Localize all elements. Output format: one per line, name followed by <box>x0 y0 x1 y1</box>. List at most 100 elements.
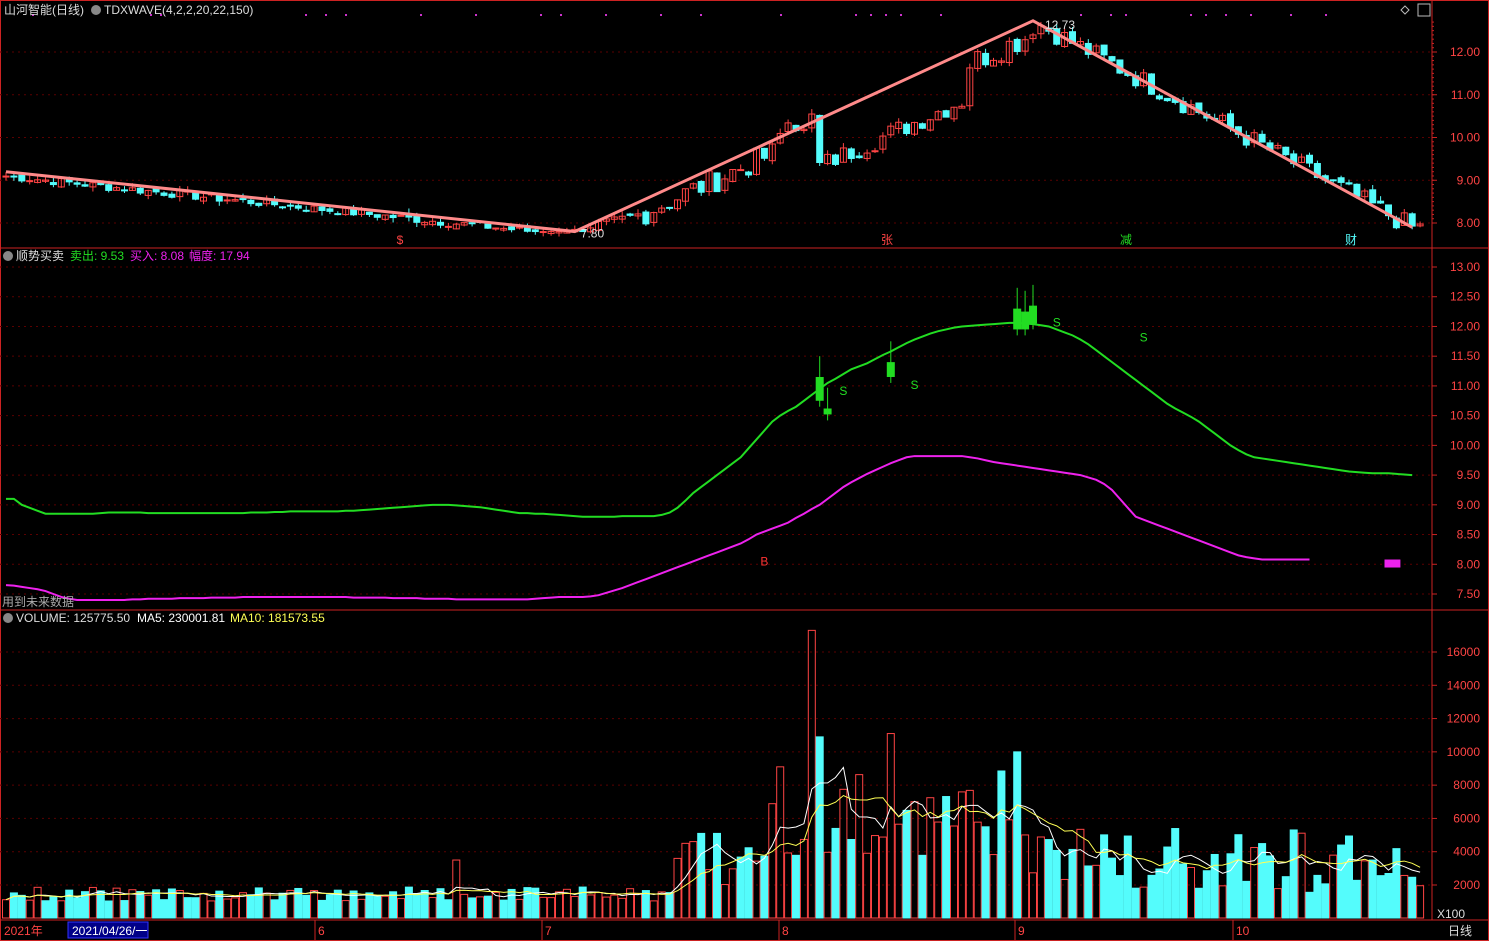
volume-bar <box>918 854 927 919</box>
volume-bar <box>1345 835 1353 919</box>
candle-body <box>160 192 168 196</box>
volume-bar <box>1060 878 1069 919</box>
volume-bar <box>1234 834 1243 919</box>
volume-bar <box>839 788 848 919</box>
volume-bar <box>96 890 105 919</box>
volume-bar <box>1297 832 1306 919</box>
volume-bar <box>957 791 966 919</box>
volume-bar <box>752 860 761 919</box>
volume-bar <box>886 733 895 919</box>
volume-bar <box>1360 860 1369 919</box>
buy-signal-bar <box>1384 559 1393 568</box>
month-label: 6 <box>318 924 325 938</box>
header-dot <box>420 14 422 16</box>
volume-bar <box>1408 876 1417 919</box>
signal-tick-label: 10.50 <box>1450 409 1480 423</box>
signal-tick-label: 7.50 <box>1457 587 1481 601</box>
volume-bar <box>1305 891 1314 919</box>
signal-tick-label: 11.00 <box>1451 379 1480 393</box>
volume-bar <box>689 841 698 919</box>
volume-bar <box>1187 867 1195 919</box>
volume-bar <box>1368 859 1377 919</box>
signal-tick-label: 9.00 <box>1457 498 1481 512</box>
volume-bar <box>610 894 619 919</box>
volume-tick-label: 10000 <box>1447 745 1481 759</box>
candle-body <box>1377 200 1385 204</box>
future-data-note: 用到未来数据 <box>2 594 74 609</box>
candle-body <box>113 187 121 191</box>
candle-body <box>1076 40 1084 46</box>
maximize-icon <box>1417 3 1431 17</box>
candle-body <box>895 121 903 129</box>
header-dot <box>32 14 34 16</box>
volume-bar <box>1115 875 1124 919</box>
candle-body <box>1298 156 1306 163</box>
volume-bar <box>705 869 714 919</box>
candle-body <box>18 174 26 182</box>
volume-bar <box>349 890 358 919</box>
candle-body <box>231 199 239 202</box>
signal-tick-label: 9.50 <box>1457 468 1481 482</box>
volume-bar <box>1400 874 1409 919</box>
volume-bar <box>1068 848 1077 919</box>
candle-body <box>1021 39 1029 52</box>
candle-body <box>934 111 942 121</box>
candle-body <box>745 171 753 176</box>
candle-body <box>2 175 10 178</box>
volume-bar <box>902 809 911 919</box>
volume-bar <box>744 847 753 919</box>
volume-bar <box>649 900 658 919</box>
volume-bar <box>871 835 879 919</box>
candle-body <box>200 196 207 202</box>
volume-bar <box>81 891 89 919</box>
volume-bar <box>926 797 935 919</box>
volume-bar <box>989 854 998 919</box>
candle-body <box>255 202 263 206</box>
candle-body <box>1155 95 1163 100</box>
volume-bar <box>294 887 303 919</box>
volume-bar <box>1131 887 1140 919</box>
volume-bar <box>934 821 943 919</box>
header-dot <box>305 14 307 16</box>
volume-bar <box>270 899 279 919</box>
volume-bar <box>476 896 484 919</box>
volume-bar <box>728 868 737 919</box>
volume-tick-label: 6000 <box>1453 811 1480 825</box>
signal-tick-label: 10.00 <box>1450 438 1480 452</box>
volume-bar <box>1337 844 1346 919</box>
volume-bar <box>412 893 421 919</box>
volume-bar <box>9 892 18 919</box>
volume-bar <box>1202 870 1211 919</box>
volume-title: VOLUME: 125775.50 <box>16 611 130 625</box>
header-dot <box>1080 14 1082 16</box>
event-marker: 减 <box>1120 233 1132 247</box>
price-tick-label: 8.00 <box>1457 216 1481 230</box>
volume-bar <box>468 897 477 919</box>
volume-bar <box>626 888 635 919</box>
volume-bar <box>507 888 516 919</box>
volume-bar <box>1036 836 1045 919</box>
volume-bar <box>894 823 903 919</box>
volume-bar <box>389 891 398 919</box>
volume-bar <box>855 774 864 919</box>
signal-mark: S <box>910 378 918 392</box>
volume-bar <box>1266 855 1274 919</box>
candle-body <box>1282 146 1290 156</box>
volume-bar <box>160 899 168 919</box>
candle-body <box>508 226 516 231</box>
volume-bar <box>1242 880 1251 919</box>
peak-label: 12.73 <box>1045 18 1075 32</box>
volume-bar <box>713 832 721 919</box>
volume-bar <box>1163 846 1172 919</box>
ma5-label: MA5: 230001.81 <box>137 611 225 625</box>
buy-line <box>5 455 1310 601</box>
indicator-dropdown-icon <box>91 5 101 15</box>
candle-body <box>334 213 342 216</box>
volume-dropdown-icon <box>3 613 13 623</box>
candle-body <box>437 221 444 226</box>
candle-body <box>903 123 911 135</box>
month-label: 7 <box>545 924 552 938</box>
candle-body <box>768 143 776 162</box>
candle-body <box>1337 177 1345 183</box>
